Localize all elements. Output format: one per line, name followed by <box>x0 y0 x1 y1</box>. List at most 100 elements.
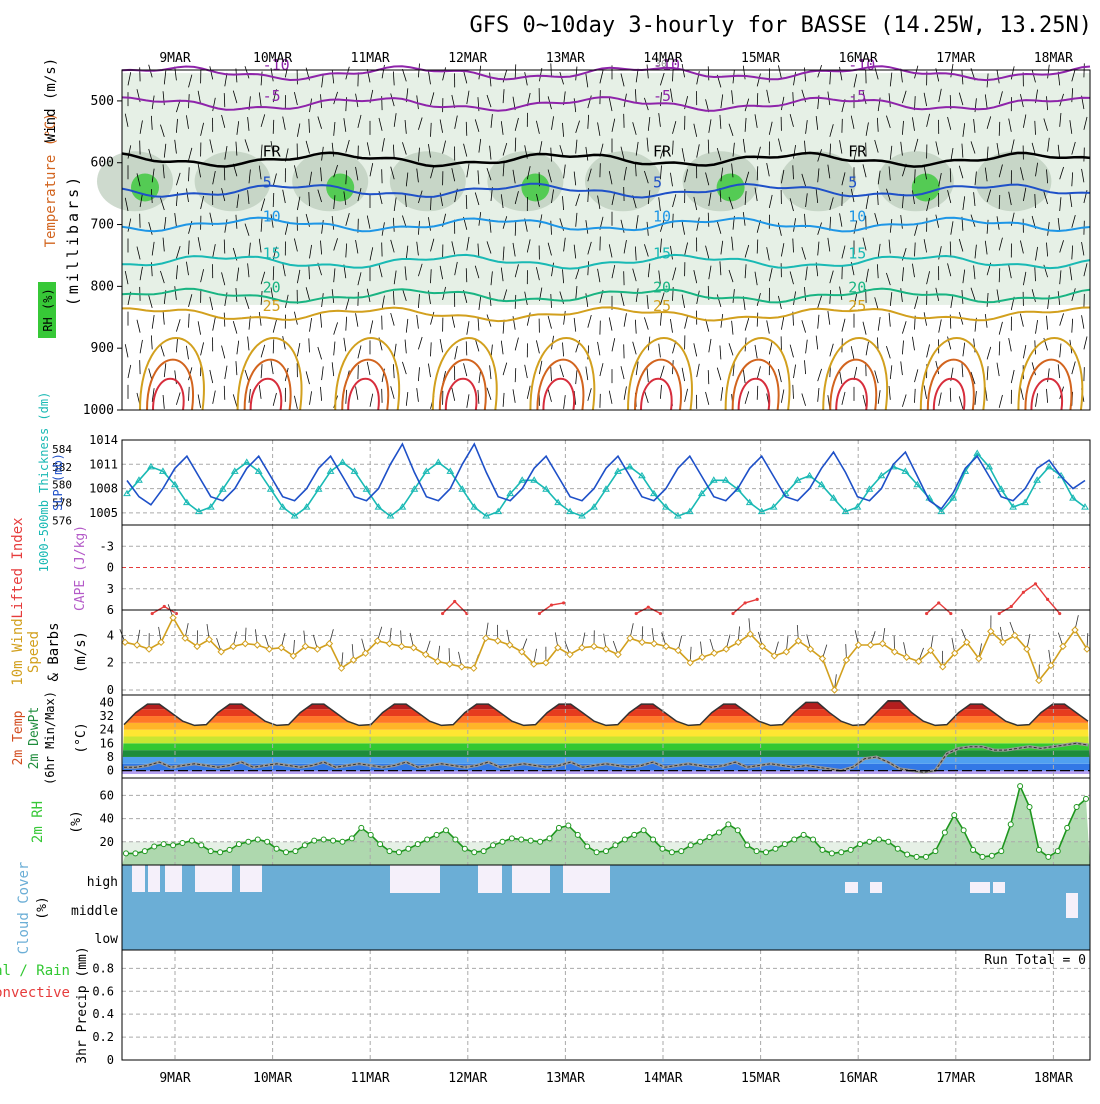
temperature-contour-label: 10 <box>653 208 671 226</box>
rh-tick-label: 20 <box>100 835 114 849</box>
temp-tick-label: 24 <box>100 723 114 737</box>
rh-marker <box>707 835 712 840</box>
rh-tick-label: 60 <box>100 788 114 802</box>
wind-speed-marker <box>435 658 441 664</box>
temperature-contour-label: 25 <box>848 297 866 315</box>
wind-ylabel-line3: & Barbs <box>46 622 62 681</box>
lifted-index-marker <box>731 612 734 615</box>
rh-marker <box>547 836 552 841</box>
rh-marker <box>754 849 759 854</box>
wind-speed-marker <box>868 642 874 648</box>
wind-barb <box>224 166 225 180</box>
cloud-gap <box>870 882 882 893</box>
y-tick-label: 1000 <box>83 403 114 418</box>
temperature-contour-label: -5 <box>848 87 866 105</box>
rh-marker <box>924 854 929 859</box>
panel-frame-pr <box>122 950 1090 1060</box>
precip-tick-label: 0.2 <box>92 1030 114 1044</box>
wind-barb <box>708 66 709 80</box>
rh-marker <box>189 838 194 843</box>
wind-speed-marker <box>483 635 489 641</box>
rh-unit-label: (%) <box>69 810 84 833</box>
rh-marker <box>538 839 543 844</box>
wind-barb <box>224 93 225 107</box>
panel-frame-ts <box>122 440 1090 525</box>
rh-marker <box>933 849 938 854</box>
cloud-gap <box>390 865 440 893</box>
wind-speed-marker <box>459 664 465 670</box>
wind-barb <box>224 386 225 400</box>
rh-marker <box>971 847 976 852</box>
cloud-gap <box>195 865 232 892</box>
temperature-contour-label: 15 <box>653 245 671 263</box>
precip-tick-label: 0.8 <box>92 961 114 975</box>
cape-ylabel-group: CAPE (J/kg) <box>73 525 88 611</box>
rh-marker <box>811 837 816 842</box>
lifted-index-marker <box>949 612 952 615</box>
wind-barb <box>950 241 951 255</box>
lifted-index-line <box>443 602 467 614</box>
rh-marker <box>378 842 383 847</box>
cloud-gap <box>512 865 550 893</box>
wind-speed-marker <box>134 642 140 648</box>
rh-marker <box>453 837 458 842</box>
lifted-index-marker <box>163 605 166 608</box>
wind-barb <box>757 386 758 400</box>
slp-tick-label: 1014 <box>89 433 118 447</box>
temperature-contour-label: -5 <box>653 87 671 105</box>
wind-ylabel2-group: & Barbs <box>46 622 62 681</box>
wind-barb <box>708 213 709 227</box>
top-date-label: 12MAR <box>448 51 487 66</box>
lifted-index-marker <box>453 600 456 603</box>
rh-marker <box>491 843 496 848</box>
rh-marker <box>745 843 750 848</box>
rh-marker <box>604 849 609 854</box>
rh-marker <box>594 850 599 855</box>
wind-barb <box>466 195 467 209</box>
cloud-gap <box>240 865 262 892</box>
rh-marker <box>171 843 176 848</box>
rh-marker <box>895 846 900 851</box>
slp-tick-label: 1011 <box>89 457 118 471</box>
bottom-date-label: 17MAR <box>936 1071 975 1086</box>
rh-marker <box>265 839 270 844</box>
cloud-level-label: low <box>95 932 119 947</box>
li-tick-label: -3 <box>100 539 114 553</box>
rh-marker <box>632 832 637 837</box>
bottom-date-label: 13MAR <box>546 1071 585 1086</box>
wind-barb <box>515 64 516 78</box>
wind-barb <box>515 295 516 309</box>
temp-tick-label: 16 <box>100 736 114 750</box>
rh-marker <box>801 832 806 837</box>
rh-ylabel: 2m RH <box>30 801 46 843</box>
rh-marker <box>396 850 401 855</box>
wind-speed-marker <box>326 641 332 647</box>
rh-marker <box>867 839 872 844</box>
wind-barb <box>999 122 1000 136</box>
upper-air-side-label-group: Temperature (°C)Wind (m/s) <box>43 58 59 248</box>
rh-ylabel-group: 2m RH <box>30 801 46 843</box>
temperature-contour-label: FR <box>848 143 867 161</box>
cloud-gap <box>478 865 502 893</box>
rh-marker <box>1074 805 1079 810</box>
rh-marker <box>585 844 590 849</box>
rh-marker <box>312 838 317 843</box>
wind-barb <box>757 166 758 180</box>
thickness-ylabel-group: 1000-500mb Thickness (dm) <box>37 392 51 573</box>
lifted-index-marker <box>1058 612 1061 615</box>
wind-barb <box>999 341 1000 355</box>
bottom-date-label: 9MAR <box>159 1071 190 1086</box>
wind-tick-label: 2 <box>107 656 114 670</box>
wind-speed-marker <box>146 646 152 652</box>
wind-speed-marker <box>579 645 585 651</box>
rh-marker <box>660 846 665 851</box>
lifted-index-marker <box>635 612 638 615</box>
lifted-index-marker <box>550 603 553 606</box>
y-tick-label: 900 <box>91 341 114 356</box>
temp-tick-label: 0 <box>107 764 114 778</box>
wind-speed-marker <box>266 646 272 652</box>
rh-marker <box>782 842 787 847</box>
temperature-contour-label: FR <box>653 143 672 161</box>
temp-color-band <box>122 696 1090 703</box>
